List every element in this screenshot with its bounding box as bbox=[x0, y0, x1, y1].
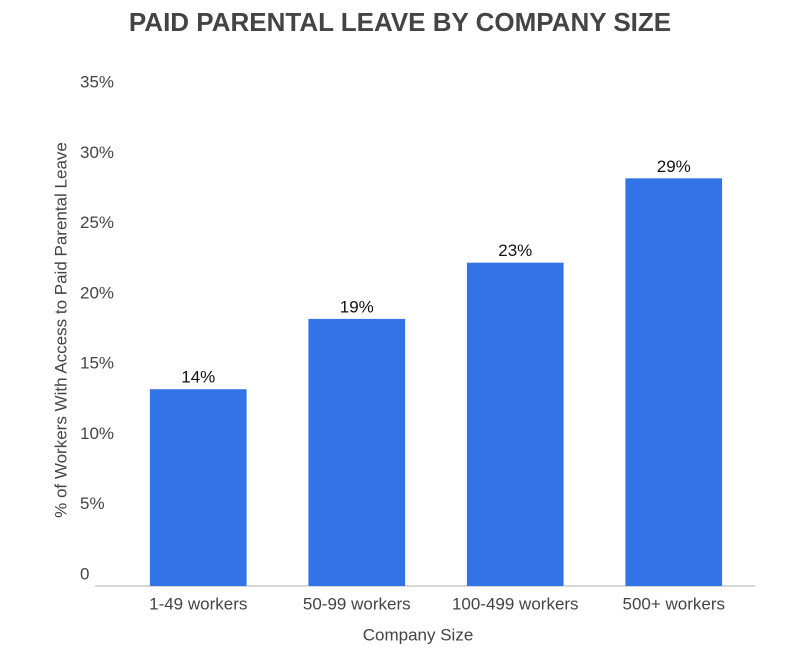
value-label: 29% bbox=[657, 157, 691, 176]
y-tick-label: 20% bbox=[80, 283, 114, 302]
y-tick-label: 25% bbox=[80, 213, 114, 232]
y-tick-label: 10% bbox=[80, 424, 114, 443]
y-axis-label: % of Workers With Access to Paid Parenta… bbox=[51, 142, 70, 518]
value-label: 19% bbox=[340, 297, 374, 316]
x-axis-label: Company Size bbox=[363, 625, 474, 644]
value-label: 23% bbox=[498, 241, 532, 260]
y-tick-label: 5% bbox=[80, 494, 105, 513]
y-tick-label: 0 bbox=[80, 564, 89, 583]
bar bbox=[149, 389, 247, 586]
x-tick-label: 500+ workers bbox=[622, 594, 725, 613]
y-tick-label: 35% bbox=[80, 72, 114, 91]
x-tick-label: 100-499 workers bbox=[452, 594, 579, 613]
chart-title: PAID PARENTAL LEAVE BY COMPANY SIZE bbox=[129, 7, 671, 37]
value-label: 14% bbox=[181, 368, 215, 387]
bar bbox=[308, 318, 406, 586]
bar bbox=[466, 262, 564, 586]
x-tick-label: 50-99 workers bbox=[303, 594, 411, 613]
bar bbox=[625, 178, 723, 587]
y-tick-label: 15% bbox=[80, 354, 114, 373]
x-tick-label: 1-49 workers bbox=[149, 594, 247, 613]
y-tick-label: 30% bbox=[80, 143, 114, 162]
